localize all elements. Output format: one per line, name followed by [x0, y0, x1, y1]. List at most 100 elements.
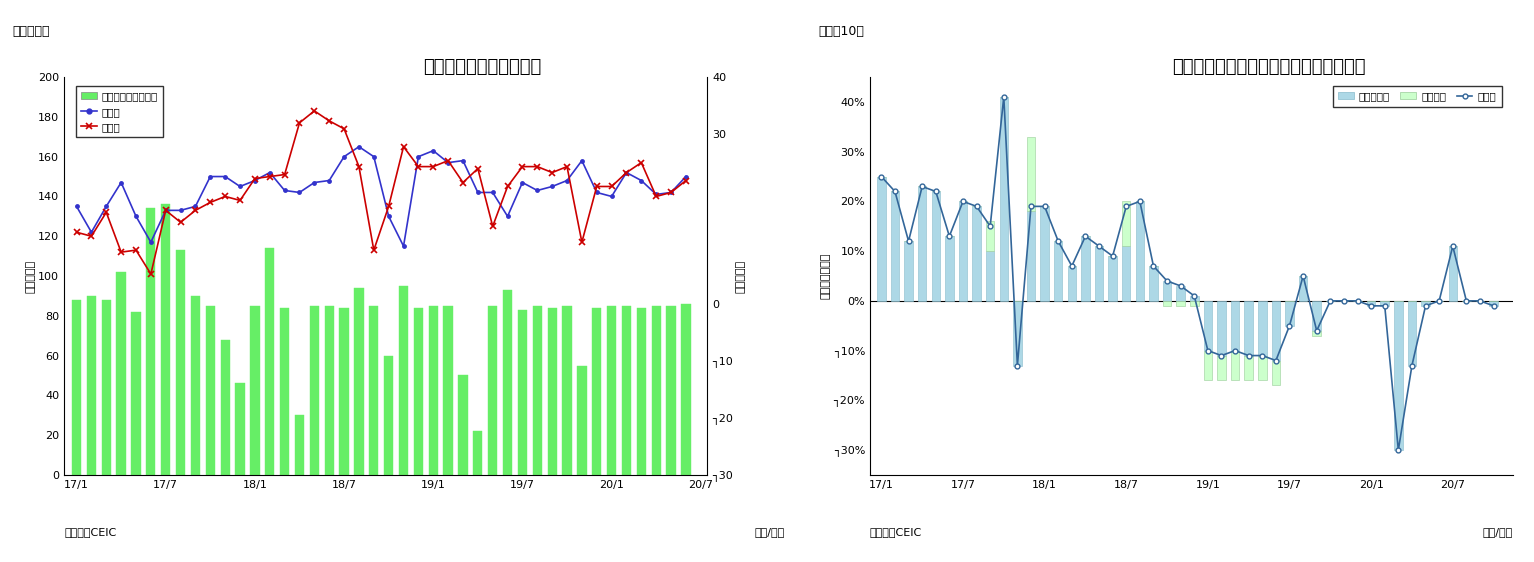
Bar	[1081, 236, 1089, 301]
Bar	[1026, 137, 1035, 211]
Bar	[666, 306, 675, 475]
Bar	[1285, 301, 1293, 326]
Bar	[459, 375, 468, 475]
Bar	[877, 176, 885, 301]
Text: （資料）CEIC: （資料）CEIC	[64, 527, 117, 537]
Bar	[428, 306, 437, 475]
Bar	[945, 236, 954, 301]
Bar	[563, 306, 572, 475]
Bar	[472, 431, 483, 475]
Bar	[681, 304, 690, 475]
Bar	[1216, 356, 1226, 380]
Bar	[295, 415, 304, 475]
Y-axis label: （前年同月比）: （前年同月比）	[821, 253, 831, 299]
Bar	[973, 206, 980, 301]
Bar	[1163, 281, 1172, 301]
Bar	[87, 296, 97, 475]
Bar	[1272, 301, 1281, 361]
Bar	[101, 300, 110, 475]
Bar	[1177, 286, 1184, 301]
Bar	[1177, 301, 1184, 306]
Bar	[117, 272, 126, 475]
Bar	[1121, 201, 1131, 246]
Bar	[146, 209, 155, 475]
Y-axis label: （億ドル）: （億ドル）	[736, 260, 746, 293]
Bar	[1422, 301, 1430, 306]
Bar	[1408, 301, 1416, 365]
Bar	[206, 306, 215, 475]
Bar	[1394, 301, 1402, 450]
Bar	[72, 300, 81, 475]
Bar	[1149, 266, 1158, 301]
Bar	[1230, 351, 1239, 380]
Bar	[1258, 356, 1267, 380]
Bar	[339, 308, 348, 475]
Bar	[1381, 301, 1388, 306]
Bar	[265, 248, 275, 475]
Bar	[1299, 276, 1307, 301]
Bar	[1204, 351, 1212, 380]
Bar	[1190, 301, 1198, 306]
Bar	[161, 205, 170, 475]
Bar	[1163, 301, 1172, 306]
Bar	[370, 306, 379, 475]
Bar	[414, 308, 423, 475]
Bar	[1490, 301, 1497, 306]
Bar	[1367, 301, 1376, 306]
Bar	[235, 383, 245, 475]
Bar	[1272, 361, 1281, 386]
Bar	[1258, 301, 1267, 356]
Bar	[905, 241, 913, 301]
Bar	[1068, 266, 1075, 301]
Bar	[384, 356, 393, 475]
Bar	[931, 192, 940, 301]
Bar	[607, 306, 617, 475]
Bar	[959, 201, 968, 301]
Bar	[891, 192, 899, 301]
Bar	[637, 308, 646, 475]
Text: （資料）CEIC: （資料）CEIC	[870, 527, 922, 537]
Bar	[281, 308, 290, 475]
Bar	[1313, 330, 1321, 336]
Bar	[548, 308, 557, 475]
Bar	[325, 306, 334, 475]
Bar	[1448, 246, 1457, 301]
Bar	[532, 306, 542, 475]
Bar	[132, 312, 141, 475]
Bar	[1230, 301, 1239, 351]
Bar	[1121, 246, 1131, 301]
Bar	[1244, 356, 1253, 380]
Bar	[250, 306, 259, 475]
Bar	[986, 221, 994, 251]
Bar	[592, 308, 601, 475]
Bar	[1000, 97, 1008, 301]
Bar	[652, 306, 661, 475]
Bar	[1109, 256, 1117, 301]
Bar	[1190, 296, 1198, 301]
Bar	[1054, 241, 1063, 301]
Bar	[621, 306, 630, 475]
Bar	[917, 187, 927, 301]
Bar	[399, 286, 408, 475]
Text: （年/月）: （年/月）	[1483, 527, 1513, 537]
Bar	[1244, 301, 1253, 356]
Legend: 非石油ガス, 石油ガス, 輸出額: 非石油ガス, 石油ガス, 輸出額	[1333, 87, 1502, 107]
Bar	[1040, 206, 1049, 301]
Bar	[1012, 301, 1022, 365]
Title: インドネシア　貿易収支: インドネシア 貿易収支	[423, 57, 542, 75]
Bar	[190, 296, 199, 475]
Text: （図表10）: （図表10）	[819, 25, 864, 38]
Bar	[221, 339, 230, 475]
Bar	[310, 306, 319, 475]
Bar	[1026, 211, 1035, 301]
Bar	[518, 310, 528, 475]
Text: （図表９）: （図表９）	[12, 25, 51, 38]
Bar	[503, 290, 512, 475]
Bar	[488, 306, 497, 475]
Bar	[986, 251, 994, 301]
Bar	[176, 250, 186, 475]
Bar	[577, 365, 586, 475]
Bar	[1135, 201, 1144, 301]
Bar	[1313, 301, 1321, 330]
Bar	[354, 288, 364, 475]
